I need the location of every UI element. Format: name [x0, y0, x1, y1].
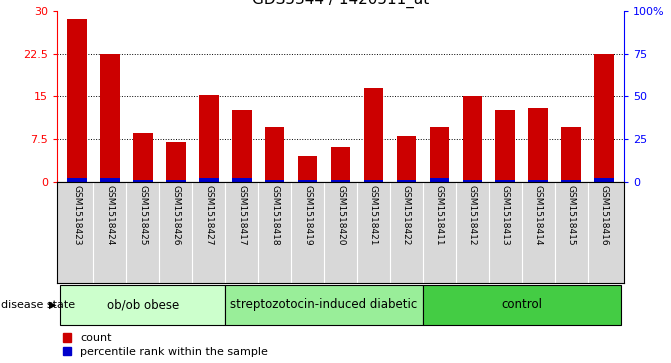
Bar	[67, 19, 87, 182]
Bar	[265, 180, 285, 182]
Legend: count, percentile rank within the sample: count, percentile rank within the sample	[62, 333, 268, 356]
FancyBboxPatch shape	[423, 285, 621, 325]
Bar	[100, 178, 119, 182]
Bar	[529, 180, 548, 182]
Bar	[462, 180, 482, 182]
Bar	[231, 178, 252, 182]
Bar	[397, 136, 416, 182]
Bar	[67, 178, 87, 182]
Bar	[331, 147, 350, 182]
Bar	[265, 127, 285, 182]
Text: GSM1518425: GSM1518425	[138, 184, 147, 245]
Text: streptozotocin-induced diabetic: streptozotocin-induced diabetic	[230, 298, 417, 311]
Text: GSM1518419: GSM1518419	[303, 184, 312, 245]
Text: GSM1518424: GSM1518424	[105, 184, 114, 245]
Text: GSM1518426: GSM1518426	[171, 184, 180, 245]
Bar	[298, 156, 317, 182]
Bar	[462, 96, 482, 182]
Text: GSM1518417: GSM1518417	[237, 184, 246, 245]
Bar	[298, 180, 317, 182]
Text: GSM1518415: GSM1518415	[567, 184, 576, 245]
Text: GSM1518414: GSM1518414	[534, 184, 543, 245]
Bar	[562, 127, 581, 182]
Text: GSM1518416: GSM1518416	[600, 184, 609, 245]
Bar	[364, 87, 383, 182]
FancyBboxPatch shape	[225, 285, 423, 325]
Bar	[495, 180, 515, 182]
Bar	[595, 178, 614, 182]
Bar	[199, 178, 219, 182]
Text: GSM1518427: GSM1518427	[204, 184, 213, 245]
Bar	[166, 142, 186, 182]
Bar	[133, 180, 152, 182]
Bar	[231, 110, 252, 182]
Title: GDS5344 / 1420511_at: GDS5344 / 1420511_at	[252, 0, 429, 8]
Text: GSM1518411: GSM1518411	[435, 184, 444, 245]
Text: GSM1518412: GSM1518412	[468, 184, 477, 245]
Bar	[166, 180, 186, 182]
Text: GSM1518421: GSM1518421	[369, 184, 378, 245]
Bar	[397, 180, 416, 182]
Bar	[364, 180, 383, 182]
Text: GSM1518418: GSM1518418	[270, 184, 279, 245]
Text: disease state: disease state	[1, 300, 75, 310]
Text: ▶: ▶	[49, 300, 56, 310]
Bar	[199, 95, 219, 182]
Text: control: control	[501, 298, 542, 311]
Text: GSM1518422: GSM1518422	[402, 184, 411, 245]
Text: GSM1518420: GSM1518420	[336, 184, 345, 245]
Text: ob/ob obese: ob/ob obese	[107, 298, 179, 311]
Bar	[529, 107, 548, 182]
Bar	[429, 127, 450, 182]
Bar	[562, 180, 581, 182]
FancyBboxPatch shape	[60, 285, 225, 325]
Bar	[495, 110, 515, 182]
Text: GSM1518413: GSM1518413	[501, 184, 510, 245]
Bar	[429, 178, 450, 182]
Bar	[331, 180, 350, 182]
Bar	[133, 133, 152, 182]
Bar	[100, 54, 119, 182]
Text: GSM1518423: GSM1518423	[72, 184, 81, 245]
Bar	[595, 54, 614, 182]
